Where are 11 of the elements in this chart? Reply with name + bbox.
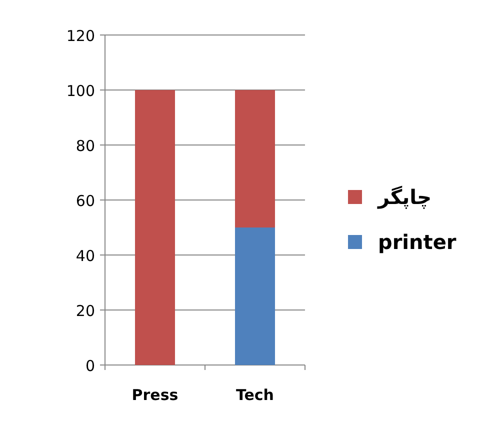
x-tick-label: Press xyxy=(132,386,178,404)
y-tick-label: 60 xyxy=(76,192,95,210)
y-tick-label: 80 xyxy=(76,137,95,155)
x-tick-label: Tech xyxy=(236,386,274,404)
y-tick-label: 120 xyxy=(66,27,95,45)
y-tick-label: 0 xyxy=(85,357,95,375)
y-tick-label: 100 xyxy=(66,82,95,100)
y-tick-label: 40 xyxy=(76,247,95,265)
legend-label: printer xyxy=(378,230,456,254)
y-tick-label: 20 xyxy=(76,302,95,320)
legend-label: چاپگر xyxy=(377,185,432,209)
